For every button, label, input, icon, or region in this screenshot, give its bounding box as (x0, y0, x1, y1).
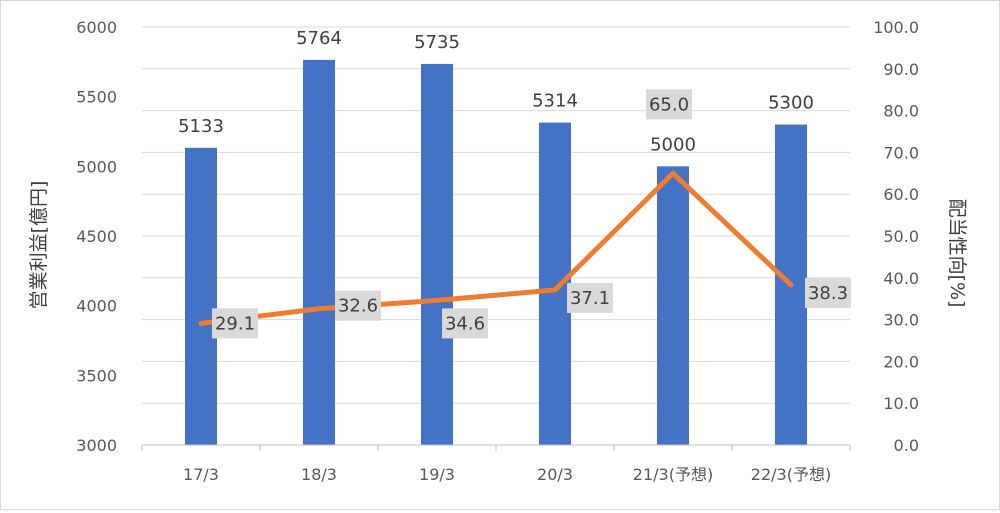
bar (185, 147, 217, 445)
left-tick-label: 4500 (76, 227, 117, 246)
line-label-box (442, 308, 488, 339)
line-value-label: 65.0 (649, 94, 689, 115)
line-label-box (646, 89, 692, 120)
bar-value-label: 5133 (178, 116, 224, 137)
right-tick-label: 50.0 (883, 227, 919, 246)
x-tick-label: 17/3 (183, 465, 219, 484)
line-value-label: 32.6 (338, 296, 378, 317)
bar (421, 63, 453, 445)
x-tick-label: 20/3 (537, 465, 573, 484)
x-tick-label: 19/3 (419, 465, 455, 484)
right-tick-label: 0.0 (894, 436, 919, 455)
right-tick-label: 40.0 (883, 269, 919, 288)
right-tick-label: 20.0 (883, 352, 919, 371)
bar-value-label: 5300 (768, 93, 814, 114)
x-tick-label: 22/3(予想) (751, 465, 831, 484)
line-label-box (567, 282, 613, 313)
left-tick-label: 5500 (76, 88, 117, 107)
line-value-label: 37.1 (570, 288, 610, 309)
right-y-axis: 0.0 10.0 20.0 30.0 40.0 50.0 60.0 70.0 80.0 90.0 1… (873, 18, 919, 455)
right-axis-title: 配当性向[%] (946, 199, 968, 308)
left-y-axis: 3000 3500 4000 4500 5000 5500 6000 (76, 18, 117, 455)
gridlines (142, 26, 850, 446)
left-tick-label: 4000 (76, 297, 117, 316)
line-value-label: 29.1 (215, 313, 255, 334)
line-label-box (335, 290, 381, 321)
line-series: 29.1 32.6 34.6 37.1 65.0 38.3 (198, 89, 851, 339)
bar-value-label: 5314 (532, 91, 578, 112)
x-axis: 17/3 18/3 19/3 20/3 21/3(予想) 22/3(予想) (141, 444, 851, 484)
right-tick-label: 80.0 (883, 102, 919, 121)
right-tick-label: 90.0 (883, 60, 919, 79)
bar (303, 59, 335, 446)
right-tick-label: 60.0 (883, 185, 919, 204)
bar-series: 5133 5764 5735 5314 5000 5300 (178, 28, 814, 446)
line-path (198, 170, 794, 326)
right-tick-label: 10.0 (883, 394, 919, 413)
left-tick-label: 5000 (76, 157, 117, 176)
left-tick-label: 3000 (76, 436, 117, 455)
bar (539, 122, 571, 445)
bar-value-label: 5000 (650, 134, 696, 155)
bar (657, 166, 689, 446)
line-label-box (212, 308, 258, 339)
left-axis-title: 営業利益[億円] (28, 181, 50, 310)
right-tick-label: 70.0 (883, 143, 919, 162)
line-label-box (805, 277, 851, 308)
left-tick-label: 6000 (76, 18, 117, 37)
bar-value-label: 5735 (414, 32, 460, 53)
right-tick-label: 100.0 (873, 18, 919, 37)
line-value-label: 34.6 (445, 313, 485, 334)
right-tick-label: 30.0 (883, 311, 919, 330)
left-tick-label: 3500 (76, 366, 117, 385)
x-tick-label: 18/3 (301, 465, 337, 484)
bar-value-label: 5764 (296, 28, 342, 49)
line-value-label: 38.3 (808, 283, 848, 304)
x-tick-label: 21/3(予想) (633, 465, 713, 484)
